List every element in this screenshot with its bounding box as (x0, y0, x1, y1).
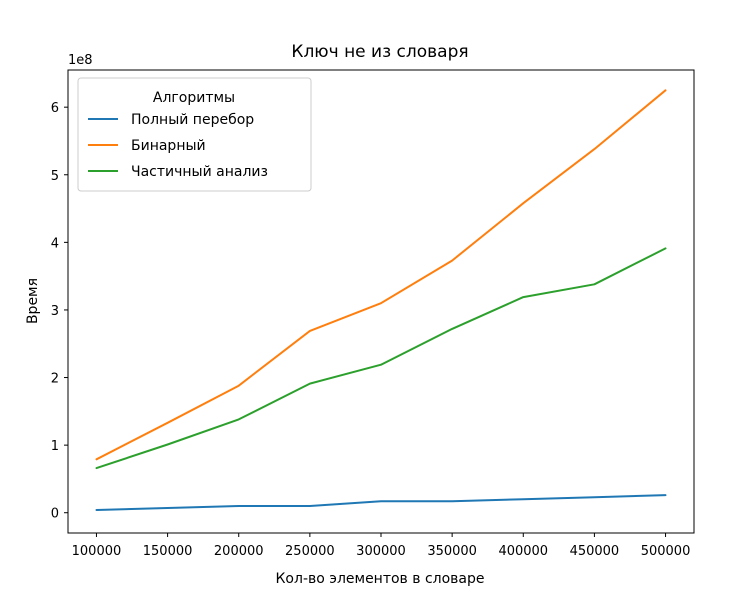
series-line-1 (95, 494, 667, 511)
y-tick-label: 0 (51, 507, 59, 522)
x-tick-label: 150000 (143, 544, 193, 559)
x-tick-label: 200000 (214, 544, 264, 559)
y-axis-ticks: 0 1 2 3 4 5 6 (51, 101, 68, 522)
y-tick-label: 4 (51, 236, 59, 251)
legend: Алгоритмы Полный перебор Бинарный Частичны… (77, 77, 312, 192)
y-offset-label: 1e8 (68, 53, 93, 68)
y-axis-label: Время (25, 278, 41, 324)
x-axis-label: Кол-во элементов в словаре (275, 571, 484, 587)
chart-title: Ключ не из словаря (291, 42, 468, 62)
series-lines (95, 89, 667, 511)
legend-entry-label: Полный перебор (131, 112, 254, 128)
y-tick-label: 3 (51, 304, 59, 319)
y-tick-label: 6 (51, 101, 59, 116)
x-tick-label: 400000 (498, 544, 548, 559)
x-tick-label: 300000 (356, 544, 406, 559)
y-tick-label: 1 (51, 439, 59, 454)
y-tick-label: 2 (51, 372, 59, 387)
legend-title: Алгоритмы (153, 90, 235, 106)
series-line-3 (95, 247, 667, 470)
y-tick-label: 5 (51, 169, 59, 184)
x-tick-label: 500000 (641, 544, 691, 559)
legend-entry-label: Частичный анализ (131, 164, 268, 180)
legend-box (77, 77, 312, 192)
x-axis-ticks: 100000 150000 200000 250000 300000 350000 4000… (72, 533, 691, 559)
x-tick-label: 350000 (427, 544, 477, 559)
x-tick-label: 250000 (285, 544, 335, 559)
x-tick-label: 450000 (570, 544, 620, 559)
x-tick-label: 100000 (72, 544, 122, 559)
series-line-2 (95, 89, 667, 461)
legend-entry-label: Бинарный (131, 138, 206, 154)
